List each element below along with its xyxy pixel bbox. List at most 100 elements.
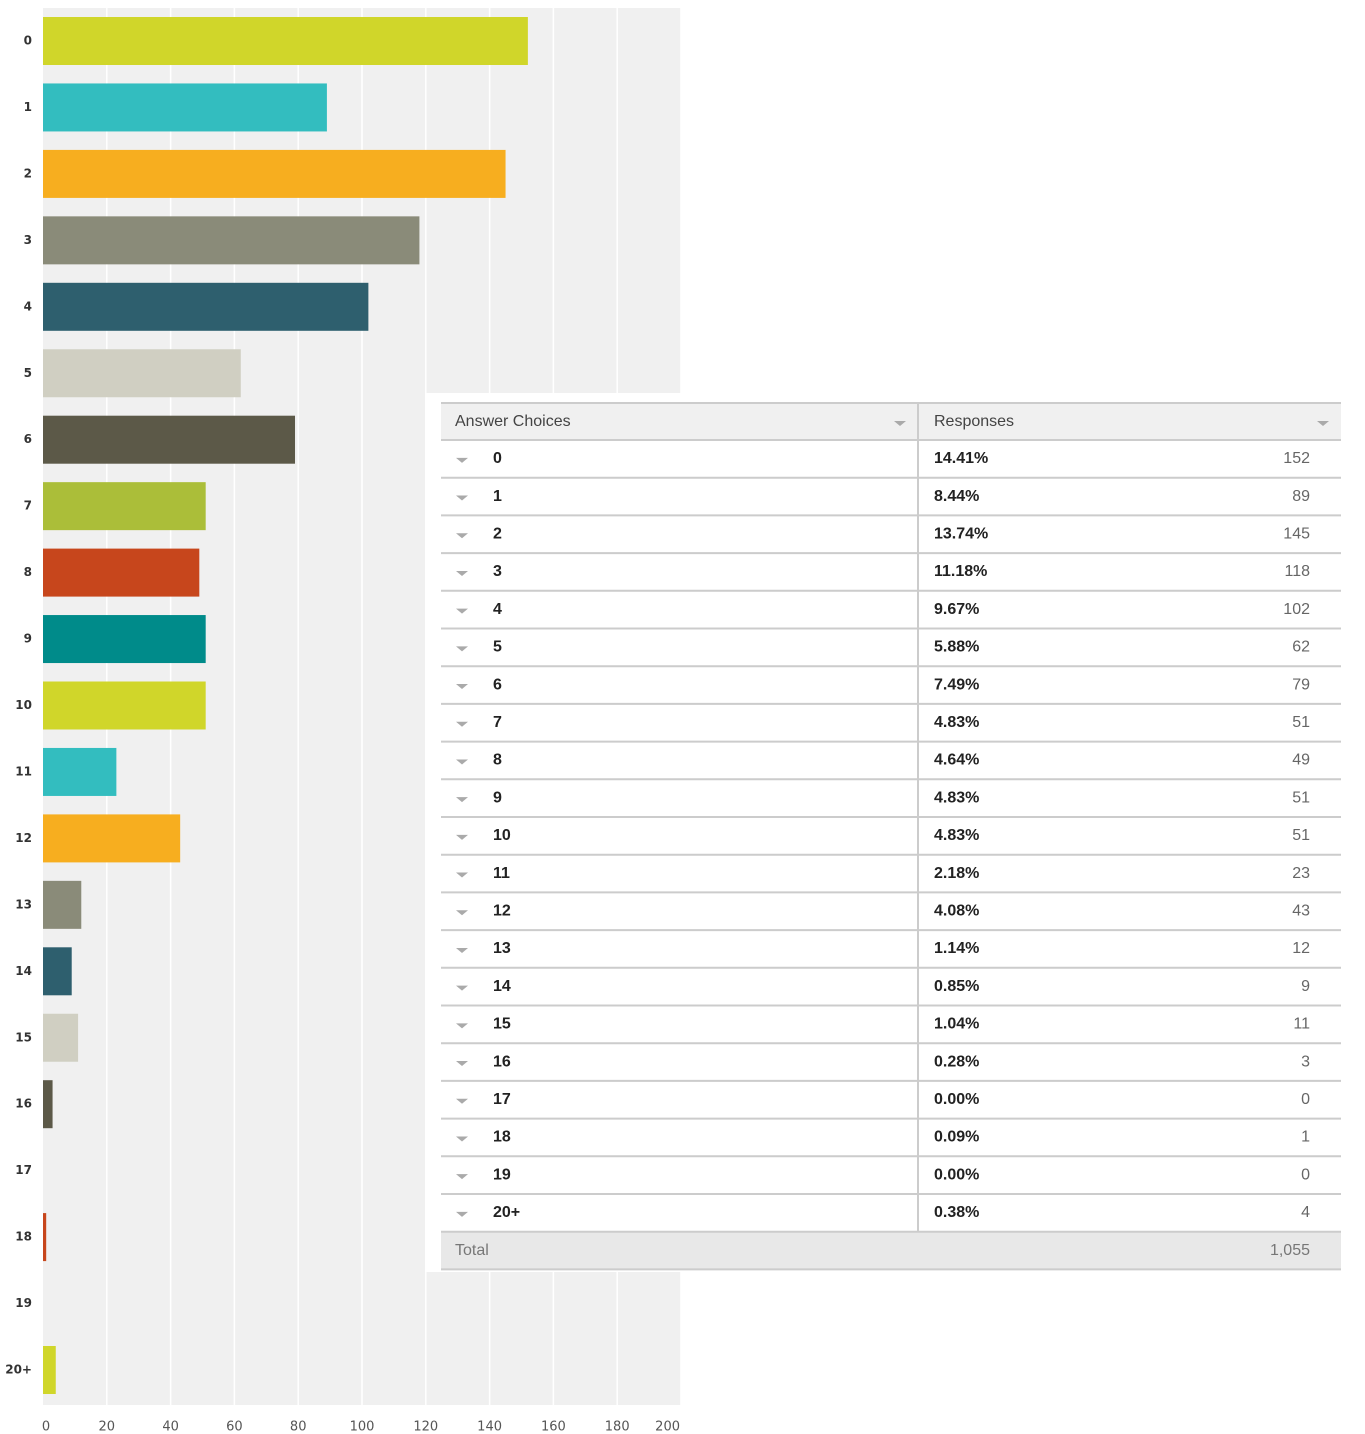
x-tick-label: 180 (605, 1420, 630, 1434)
response-percent: 4.83% (934, 827, 979, 844)
bar (43, 880, 82, 929)
bar (43, 814, 181, 863)
response-percent: 2.18% (934, 865, 979, 882)
response-count: 51 (1292, 789, 1310, 806)
bar (43, 1346, 56, 1394)
category-label: 9 (24, 632, 32, 646)
bar (43, 282, 369, 331)
response-percent: 4.08% (934, 902, 979, 919)
response-count: 79 (1292, 676, 1310, 693)
answer-choice: 12 (493, 902, 511, 919)
category-label: 5 (24, 366, 32, 380)
response-count: 4 (1301, 1204, 1310, 1221)
dropdown-arrow[interactable] (456, 910, 468, 916)
x-tick-label: 140 (477, 1420, 502, 1434)
answer-choice: 1 (493, 488, 502, 505)
category-label: 10 (15, 698, 32, 712)
dropdown-arrow[interactable] (456, 947, 468, 953)
x-tick-label: 200 (655, 1420, 680, 1434)
response-count: 102 (1283, 601, 1310, 618)
answer-choice: 20+ (493, 1204, 520, 1221)
response-count: 51 (1292, 714, 1310, 731)
response-count: 62 (1292, 639, 1310, 656)
x-tick-label: 20 (99, 1420, 116, 1434)
answer-choice: 15 (493, 1016, 511, 1033)
dropdown-arrow[interactable] (894, 421, 906, 426)
dropdown-arrow[interactable] (456, 608, 468, 614)
total-label: Total (455, 1242, 489, 1259)
category-label: 17 (15, 1163, 32, 1177)
answer-choice: 9 (493, 789, 502, 806)
response-percent: 8.44% (934, 488, 979, 505)
answer-choice: 16 (493, 1053, 511, 1070)
response-percent: 14.41% (934, 450, 988, 467)
bar (43, 747, 117, 796)
bar (43, 615, 206, 664)
answer-choice: 7 (493, 714, 502, 731)
bar (43, 1080, 53, 1129)
answer-choice: 3 (493, 563, 502, 580)
response-percent: 0.00% (934, 1166, 979, 1183)
x-tick-label: 60 (226, 1420, 243, 1434)
category-label: 4 (24, 299, 32, 313)
response-count: 89 (1292, 488, 1310, 505)
response-count: 0 (1301, 1166, 1310, 1183)
response-count: 145 (1283, 525, 1310, 542)
category-label: 7 (24, 499, 32, 513)
column-header[interactable]: Responses (934, 413, 1014, 430)
response-count: 3 (1301, 1053, 1310, 1070)
answer-choice: 4 (493, 601, 502, 618)
answer-choice: 6 (493, 676, 502, 693)
bar (43, 149, 506, 198)
response-count: 9 (1301, 978, 1310, 995)
bar (43, 415, 296, 464)
column-header[interactable]: Answer Choices (455, 413, 571, 430)
response-percent: 0.38% (934, 1204, 979, 1221)
category-label: 6 (24, 432, 32, 446)
dropdown-arrow[interactable] (456, 985, 468, 991)
category-label: 20+ (5, 1363, 32, 1377)
category-label: 8 (24, 565, 32, 579)
category-label: 16 (15, 1097, 32, 1111)
category-label: 2 (24, 166, 32, 180)
dropdown-arrow[interactable] (456, 533, 468, 539)
dropdown-arrow[interactable] (456, 834, 468, 840)
response-count: 0 (1301, 1091, 1310, 1108)
answer-choice: 13 (493, 940, 511, 957)
dropdown-arrow[interactable] (456, 1098, 468, 1104)
response-count: 11 (1293, 1016, 1310, 1033)
answer-choice: 2 (493, 525, 502, 542)
bar (43, 1213, 47, 1262)
dropdown-arrow[interactable] (456, 570, 468, 576)
x-tick-label: 120 (413, 1420, 438, 1434)
dropdown-arrow[interactable] (456, 1211, 468, 1217)
response-count: 49 (1292, 752, 1310, 769)
response-percent: 0.85% (934, 978, 979, 995)
category-label: 1 (24, 100, 32, 114)
answer-choice: 5 (493, 639, 502, 656)
x-tick-label: 40 (162, 1420, 179, 1434)
bar (43, 1013, 79, 1062)
total-row (441, 1231, 1341, 1270)
category-label: 15 (15, 1030, 32, 1044)
dropdown-arrow[interactable] (456, 495, 468, 501)
dropdown-arrow[interactable] (456, 797, 468, 803)
dropdown-arrow[interactable] (456, 759, 468, 765)
dropdown-arrow[interactable] (456, 721, 468, 727)
dropdown-arrow[interactable] (456, 872, 468, 878)
bar (43, 548, 200, 597)
response-count: 23 (1292, 865, 1310, 882)
dropdown-arrow[interactable] (456, 646, 468, 652)
response-percent: 4.83% (934, 789, 979, 806)
dropdown-arrow[interactable] (456, 1061, 468, 1067)
dropdown-arrow[interactable] (456, 1174, 468, 1180)
dropdown-arrow[interactable] (456, 457, 468, 463)
total-value: 1,055 (1270, 1242, 1310, 1259)
dropdown-arrow[interactable] (1317, 421, 1329, 426)
bar (43, 17, 528, 65)
dropdown-arrow[interactable] (456, 1023, 468, 1029)
bar (43, 349, 241, 398)
dropdown-arrow[interactable] (456, 1136, 468, 1142)
dropdown-arrow[interactable] (456, 684, 468, 690)
category-label: 14 (15, 964, 32, 978)
